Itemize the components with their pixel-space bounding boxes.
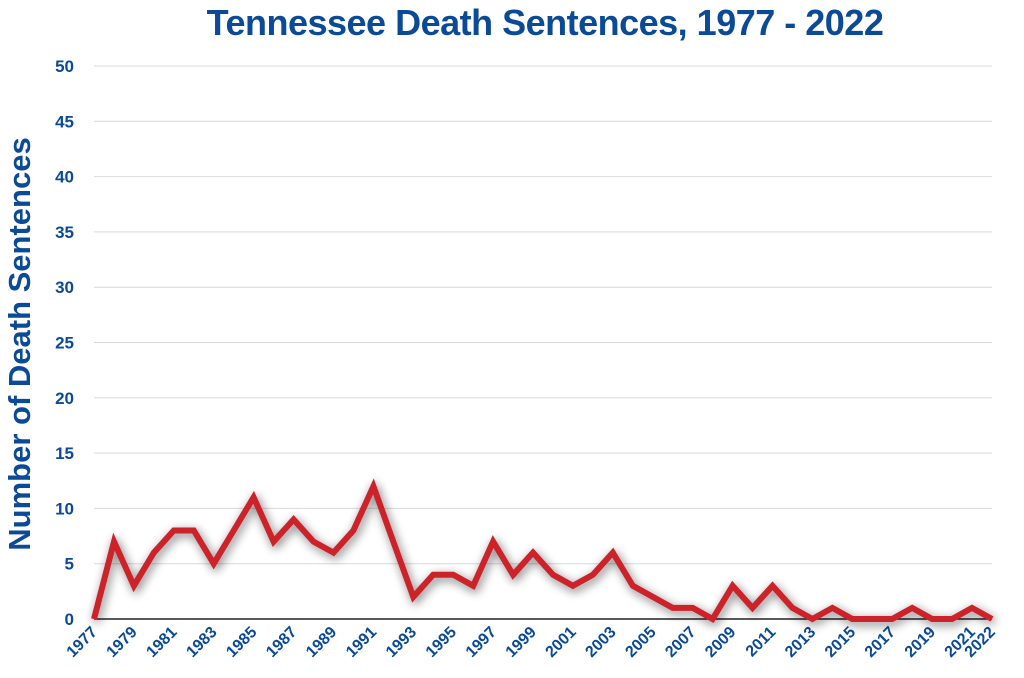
x-tick-label: 1993: [383, 624, 420, 661]
x-tick-label: 1983: [183, 624, 220, 661]
x-tick-label: 2003: [582, 624, 619, 661]
x-tick-label: 2007: [662, 624, 699, 661]
y-tick-label: 10: [55, 499, 74, 518]
x-tick-labels: 1977 1979 1981 1983 1985 1987 1989 1991 1993 1995…: [64, 624, 999, 661]
y-tick-label: 20: [55, 389, 74, 408]
x-tick-label: 1991: [343, 624, 380, 661]
y-tick-label: 40: [55, 168, 74, 187]
y-tick-labels: 0 5 10 15 20 25 30 35 40 45 50: [55, 57, 74, 629]
y-tick-label: 15: [55, 444, 74, 463]
x-tick-label: 1989: [303, 624, 340, 661]
x-tick-label: 1999: [503, 624, 540, 661]
x-tick-label: 2017: [862, 624, 899, 661]
x-tick-label: 2005: [622, 624, 659, 661]
x-tick-label: 2019: [902, 624, 939, 661]
data-points: [91, 483, 995, 622]
x-tick-label: 1995: [423, 624, 460, 661]
y-tick-label: 30: [55, 278, 74, 297]
series-line: [91, 478, 994, 624]
chart-title: Tennessee Death Sentences, 1977 - 2022: [206, 2, 884, 43]
x-tick-label: 1985: [223, 624, 260, 661]
y-tick-label: 0: [65, 610, 74, 629]
x-tick-label: 2015: [822, 624, 859, 661]
x-tick-label: 1987: [263, 624, 300, 661]
x-tick-label: 2013: [782, 624, 819, 661]
x-tick-label: 2001: [543, 624, 580, 661]
x-tick-label: 1997: [463, 624, 500, 661]
gridlines: [94, 65, 992, 565]
x-tick-label: 2009: [702, 624, 739, 661]
x-tick-label: 1981: [143, 624, 180, 661]
y-tick-label: 45: [55, 112, 74, 131]
y-axis-label: Number of Death Sentences: [2, 137, 37, 550]
y-tick-label: 35: [55, 223, 74, 242]
x-tick-label: 1979: [104, 624, 141, 661]
x-tick-label: 2011: [743, 624, 780, 661]
y-tick-label: 25: [55, 334, 74, 353]
x-tick-label: 1977: [64, 624, 101, 661]
y-tick-label: 5: [65, 555, 74, 574]
y-tick-label: 50: [55, 57, 74, 76]
